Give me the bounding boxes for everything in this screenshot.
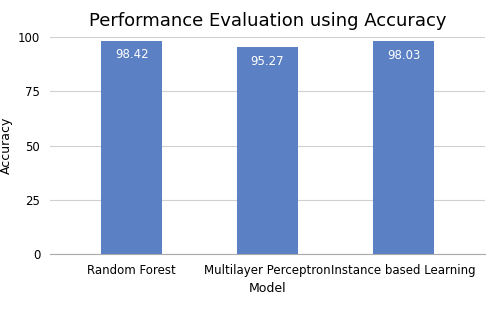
Bar	[101, 41, 162, 254]
Bar	[373, 42, 434, 254]
Text: 95.27: 95.27	[250, 55, 284, 68]
X-axis label: Model: Model	[248, 282, 286, 295]
Text: 98.42: 98.42	[115, 48, 148, 61]
Text: 98.03: 98.03	[387, 49, 420, 62]
Bar	[237, 47, 298, 254]
Y-axis label: Accuracy: Accuracy	[0, 117, 12, 175]
Title: Performance Evaluation using Accuracy: Performance Evaluation using Accuracy	[89, 12, 447, 30]
